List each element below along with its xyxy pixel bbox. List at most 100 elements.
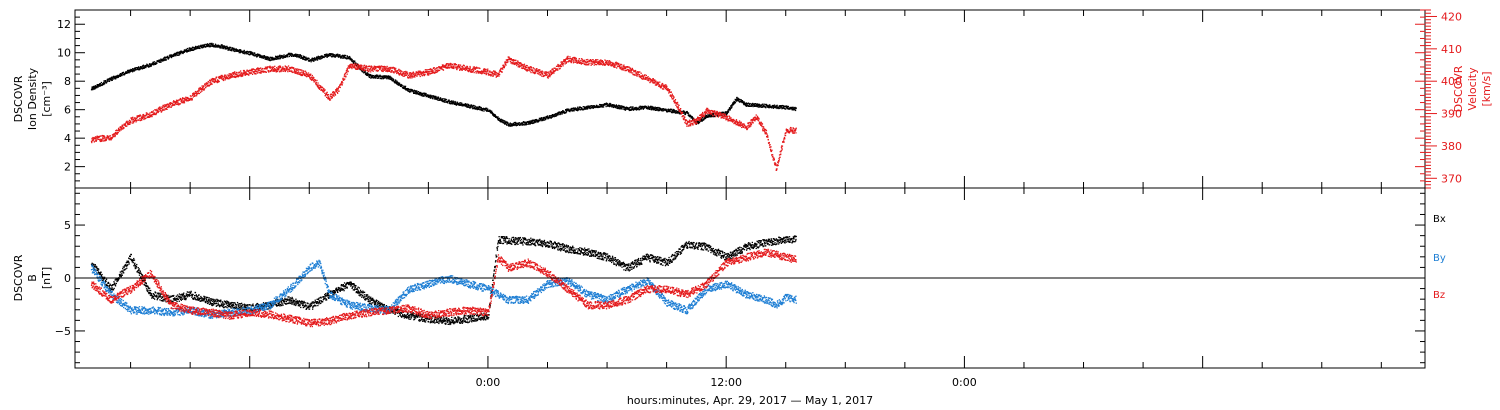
data-point (445, 98, 447, 101)
data-point (334, 56, 336, 58)
data-point (667, 110, 669, 113)
data-point (480, 108, 482, 110)
data-point (467, 103, 470, 106)
data-point (263, 55, 265, 57)
data-point (437, 96, 440, 98)
data-point (96, 135, 99, 137)
data-point (254, 52, 256, 54)
data-point (165, 104, 168, 106)
data-point (175, 55, 177, 57)
data-point (106, 81, 108, 83)
data-point (417, 91, 419, 93)
data-point (537, 71, 539, 73)
data-point (443, 98, 446, 100)
data-point (405, 70, 407, 73)
data-point (690, 117, 692, 119)
data-point (426, 95, 428, 97)
data-point (103, 140, 105, 142)
data-point (321, 55, 323, 57)
data-point (529, 122, 531, 124)
data-point (556, 68, 558, 70)
data-point (201, 88, 203, 91)
data-point (304, 70, 307, 72)
data-point (195, 91, 197, 93)
data-point (115, 132, 117, 135)
data-point (206, 83, 208, 86)
data-point (227, 78, 229, 80)
data-point (538, 119, 540, 121)
data-point (164, 56, 166, 59)
data-point (184, 97, 186, 99)
data-point (170, 54, 172, 56)
data-point (178, 51, 180, 53)
data-point (94, 136, 97, 138)
data-point (174, 52, 176, 55)
data-point (573, 108, 575, 110)
data-point (231, 48, 233, 51)
data-point (740, 99, 742, 101)
data-point (331, 56, 333, 58)
data-point (487, 108, 489, 110)
data-point (297, 54, 300, 56)
data-point (146, 63, 148, 65)
data-point (761, 103, 764, 105)
data-point (507, 122, 509, 124)
data-point (404, 88, 406, 90)
data-point (152, 61, 155, 64)
data-point (480, 107, 482, 109)
data-point (671, 109, 674, 112)
data-point (429, 94, 431, 96)
data-point (518, 123, 520, 125)
data-point (772, 107, 774, 109)
data-point (278, 58, 280, 60)
data-point (92, 140, 94, 142)
data-point (221, 74, 223, 77)
data-point (255, 71, 257, 73)
data-point (725, 113, 727, 115)
data-point (653, 109, 655, 111)
data-point (105, 138, 108, 140)
data-point (251, 51, 253, 53)
data-point (515, 123, 517, 125)
data-point (758, 103, 760, 105)
data-point (224, 79, 226, 81)
data-point (369, 75, 371, 77)
data-point (169, 104, 171, 106)
data-point (132, 116, 134, 118)
data-point (91, 86, 93, 88)
data-point (483, 72, 485, 75)
data-point (453, 102, 455, 104)
data-point (677, 112, 680, 114)
data-point (438, 69, 441, 71)
data-point (555, 115, 557, 117)
data-point (346, 57, 348, 59)
data-point (167, 103, 169, 106)
data-point (433, 96, 435, 98)
data-point (498, 117, 500, 119)
data-point (97, 86, 99, 88)
data-point (139, 114, 141, 116)
data-point (571, 107, 573, 110)
data-point (560, 113, 562, 115)
data-point (524, 124, 526, 126)
data-point (658, 108, 660, 110)
data-point (94, 87, 96, 89)
data-point (212, 78, 215, 80)
data-point (772, 105, 774, 107)
data-point (145, 66, 147, 68)
data-point (650, 109, 652, 111)
data-point (449, 101, 451, 103)
data-point (211, 77, 214, 80)
data-point (453, 67, 455, 70)
data-point (125, 71, 127, 73)
data-point (322, 55, 324, 58)
data-point (469, 107, 471, 109)
data-point (229, 73, 232, 75)
data-point (354, 63, 356, 65)
data-point (357, 68, 360, 70)
data-point (366, 66, 368, 68)
data-point (580, 108, 582, 110)
data-point (123, 74, 126, 76)
data-point (469, 104, 471, 106)
data-point (564, 112, 566, 114)
